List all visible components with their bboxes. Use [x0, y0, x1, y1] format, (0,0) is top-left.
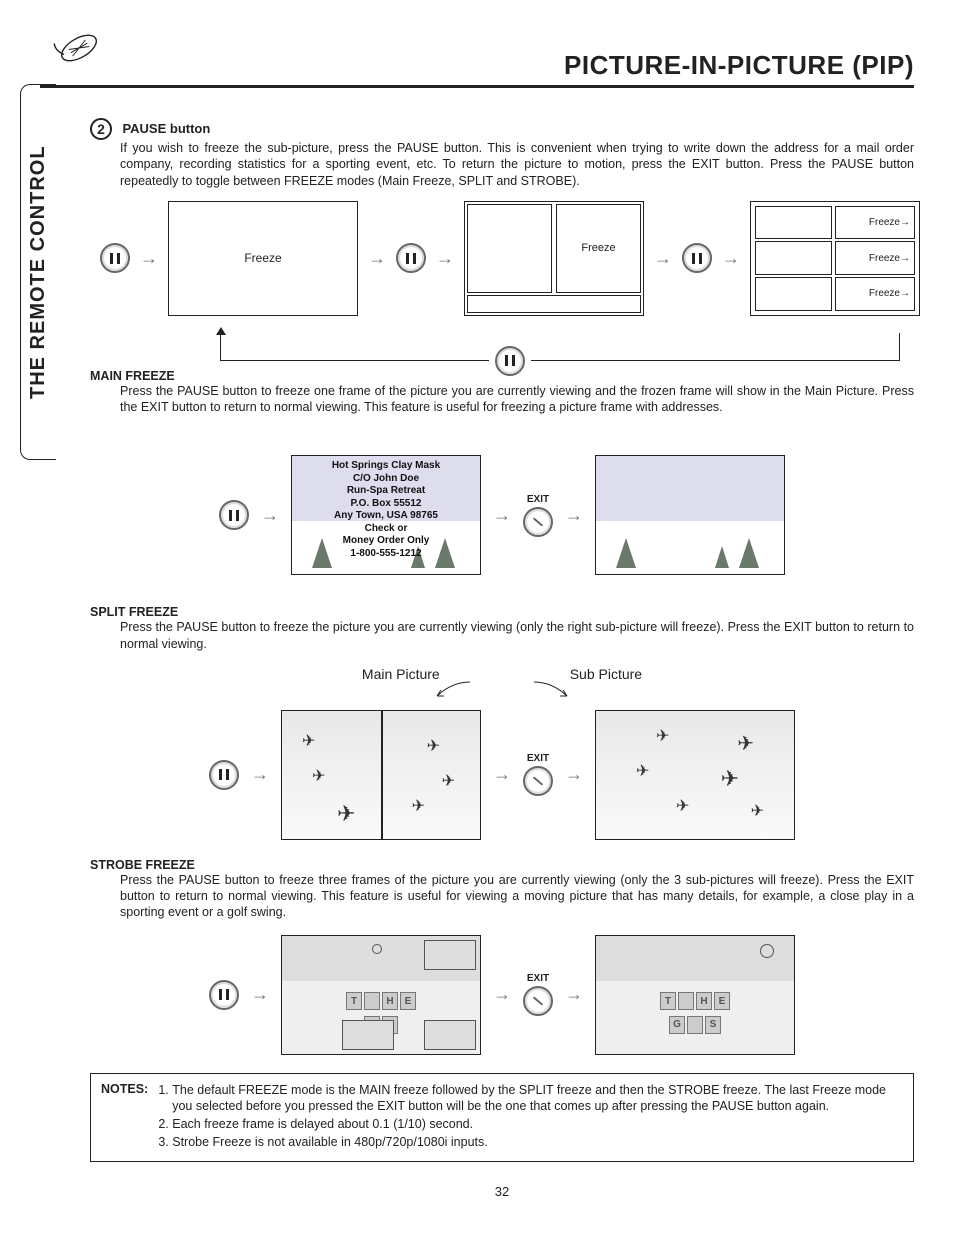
sub-picture-label: Sub Picture	[570, 666, 642, 682]
page-title: PICTURE-IN-PICTURE (PIP)	[40, 50, 914, 88]
notes-box: NOTES: The default FREEZE mode is the MA…	[90, 1073, 914, 1162]
pause-heading: PAUSE button	[122, 121, 210, 136]
exit-button: EXIT	[523, 494, 553, 537]
full-screenshot: ✈ ✈ ✈ ✈ ✈ ✈	[595, 710, 795, 840]
main-picture-label: Main Picture	[362, 666, 440, 682]
strobe-screenshot: THE G	[281, 935, 481, 1055]
side-tab: THE REMOTE CONTROL	[20, 84, 56, 460]
strobe-freeze-diagram: → THE G → EXIT → THE G S	[90, 935, 914, 1055]
pause-icon	[219, 500, 249, 530]
pause-icon	[396, 243, 426, 273]
pause-icon	[209, 760, 239, 790]
main-freeze-body: Press the PAUSE button to freeze one fra…	[120, 383, 914, 416]
arrow-icon: →	[565, 984, 583, 1005]
arrow-icon: →	[251, 984, 269, 1005]
arrow-icon: →	[565, 764, 583, 785]
step-number: 2	[90, 118, 112, 140]
freeze-screenshot-overlay: Hot Springs Clay Mask C/O John Doe Run-S…	[291, 455, 481, 575]
exit-icon	[523, 986, 553, 1016]
exit-icon	[523, 766, 553, 796]
arrow-icon: →	[251, 764, 269, 785]
arrow-icon: →	[436, 248, 454, 269]
notes-label: NOTES:	[101, 1082, 148, 1153]
pause-body: If you wish to freeze the sub-picture, p…	[120, 140, 914, 189]
arrow-icon: →	[493, 505, 511, 526]
strobe-freeze-tv: Freeze → Freeze → Freeze →	[750, 201, 920, 316]
address-overlay: Hot Springs Clay Mask C/O John Doe Run-S…	[296, 460, 476, 570]
arrow-icon: →	[261, 505, 279, 526]
note-item: Each freeze frame is delayed about 0.1 (…	[172, 1116, 903, 1132]
split-freeze-tv: Freeze	[464, 201, 644, 316]
exit-icon	[523, 507, 553, 537]
freeze-cycle-diagram: → Freeze → → Freeze → → Freeze → Freeze …	[90, 201, 930, 361]
freeze-screenshot-plain	[595, 455, 785, 575]
note-item: The default FREEZE mode is the MAIN free…	[172, 1082, 903, 1115]
pause-icon	[100, 243, 130, 273]
arrow-icon: →	[722, 248, 740, 269]
arrow-icon: →	[654, 248, 672, 269]
pause-icon	[209, 980, 239, 1010]
split-freeze-body: Press the PAUSE button to freeze the pic…	[120, 619, 914, 652]
page-number: 32	[90, 1184, 914, 1199]
exit-button: EXIT	[523, 973, 553, 1016]
arrow-icon: →	[493, 984, 511, 1005]
arrow-icon: →	[368, 248, 386, 269]
pause-icon	[495, 346, 525, 376]
arrow-icon: →	[565, 505, 583, 526]
pause-section: 2 PAUSE button If you wish to freeze the…	[90, 118, 914, 189]
main-freeze-tv: Freeze	[168, 201, 358, 316]
split-freeze-diagram: → ✈ ✈ ✈ ✈ ✈ ✈ → EXIT → ✈ ✈ ✈ ✈ ✈ ✈	[90, 710, 914, 840]
notes-list: The default FREEZE mode is the MAIN free…	[154, 1082, 903, 1153]
game-screenshot: THE G S	[595, 935, 795, 1055]
arrow-icon: →	[493, 764, 511, 785]
main-freeze-diagram: → Hot Springs Clay Mask C/O John Doe Run…	[90, 455, 914, 575]
exit-button: EXIT	[523, 753, 553, 796]
pause-icon	[682, 243, 712, 273]
strobe-freeze-body: Press the PAUSE button to freeze three f…	[120, 872, 914, 921]
split-freeze-heading: SPLIT FREEZE	[90, 605, 914, 619]
strobe-freeze-heading: STROBE FREEZE	[90, 858, 914, 872]
arrow-icon: →	[140, 248, 158, 269]
split-screenshot: ✈ ✈ ✈ ✈ ✈ ✈	[281, 710, 481, 840]
note-item: Strobe Freeze is not available in 480p/7…	[172, 1134, 903, 1150]
